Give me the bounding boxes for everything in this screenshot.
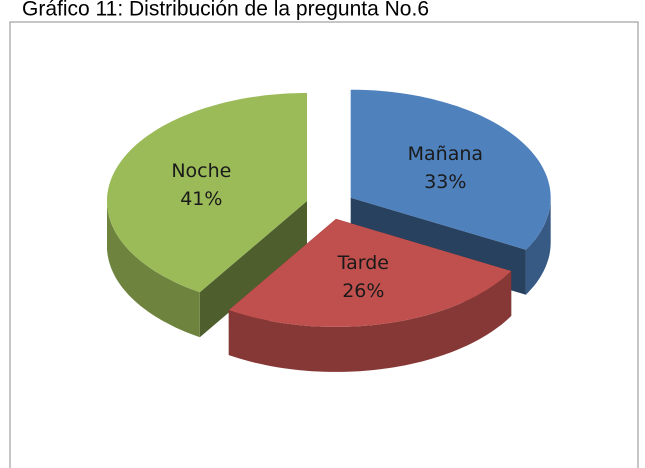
slice-side — [199, 201, 307, 338]
slice-value-label: 26% — [342, 280, 384, 302]
slice-wall — [107, 201, 200, 338]
pie-slice: Mañana 33% — [350, 89, 551, 295]
slice-value-label: 41% — [180, 188, 222, 210]
slice-top — [228, 218, 512, 327]
slice-category: Tarde — [337, 252, 389, 274]
slice-category: Noche — [171, 160, 231, 182]
slice-wall — [525, 197, 551, 295]
slice-category: Mañana — [408, 143, 483, 165]
slice-value-label: 33% — [424, 171, 466, 193]
slice-wall — [228, 271, 512, 372]
chart-title: Gráfico 11: Distribución de la pregunta … — [22, 0, 429, 21]
pie-slice: Tarde 26% — [228, 218, 512, 372]
slice-top — [107, 93, 307, 293]
slice-top — [350, 89, 551, 250]
pie-slice: Noche 41% — [107, 93, 307, 338]
